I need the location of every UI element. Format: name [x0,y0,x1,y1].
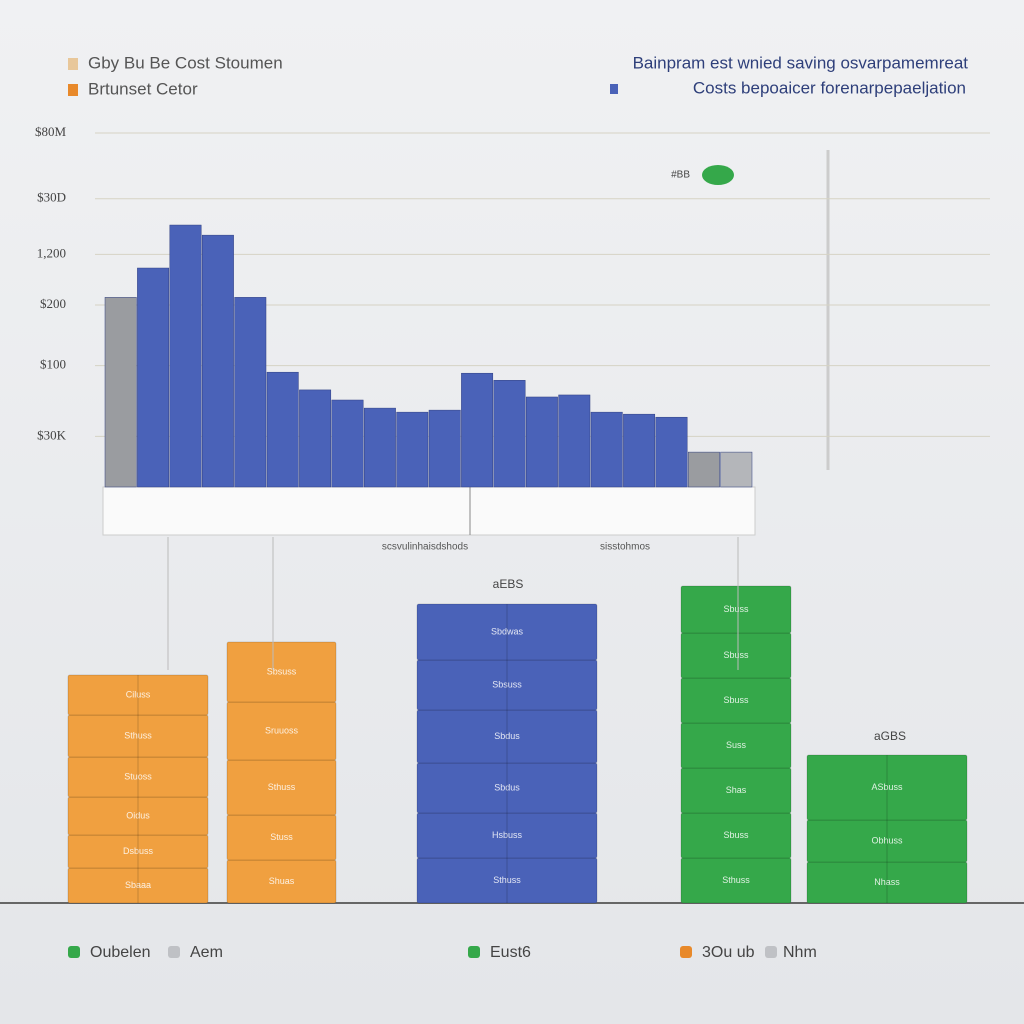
legend-swatch [468,946,480,958]
y-tick-label: $80M [35,124,67,139]
block-label: Sthuss [124,730,152,740]
bar [201,234,234,488]
legend-label: Gby Bu Be Cost Stoumen [88,53,283,72]
block-label: Sbdus [494,782,520,792]
bar [461,372,494,488]
bar [655,416,688,488]
block-label: Nhass [874,877,900,887]
block-label: Sbuss [723,695,749,705]
legend-swatch [68,58,78,70]
block-label: ASbuss [871,782,903,792]
block-label: Shuas [269,876,295,886]
y-tick-label: $30D [37,190,66,205]
bar [396,411,429,488]
bar [137,267,170,488]
subtitle: Bainpram est wnied saving osvarpamemreat [633,53,969,72]
y-tick-label: $200 [40,296,66,311]
legend-swatch [68,84,78,96]
marker-label: #BB [671,170,690,181]
legend-swatch [610,84,618,94]
block-label: Sbsuss [492,679,522,689]
bar [493,380,526,488]
block-label: Sbdus [494,731,520,741]
bar [590,411,623,488]
bar [687,451,720,488]
x-axis-label: sisstohmos [600,542,650,553]
block-label: Sthuss [268,782,296,792]
block-label: Sbdwas [491,626,524,636]
block-label: Sruuoss [265,725,299,735]
bar [169,224,202,488]
top-label: aGBS [874,729,906,743]
block-label: Sbsuss [267,666,297,676]
block [67,674,209,716]
block-label: Obhuss [871,835,903,845]
legend-label: Aem [190,944,223,961]
marker [702,165,734,185]
y-tick-label: 1,200 [37,245,66,260]
block-label: Sbaaa [125,880,151,890]
legend-label: Oubelen [90,944,151,961]
legend-label: Nhm [783,944,817,961]
block-label: Sthuss [722,875,750,885]
y-tick-label: $30K [37,427,67,442]
annotation: Costs bepoaicer forenarpepaeljation [693,78,966,97]
bar [720,451,753,488]
bar [331,399,364,488]
bar [266,371,299,488]
bar [623,413,656,488]
legend-swatch [168,946,180,958]
block-label: Stuoss [124,771,152,781]
bar [234,297,267,488]
legend-swatch [68,946,80,958]
block [416,603,598,661]
bar [299,389,332,488]
block-label: Stuss [270,832,293,842]
legend-swatch [765,946,777,958]
bar [363,407,396,488]
legend-label: Eust6 [490,944,531,961]
block-label: Sbuss [723,650,749,660]
bar [428,409,461,488]
block-label: Ciluss [126,689,151,699]
block-label: Suss [726,740,747,750]
block [680,585,792,634]
block-label: Sbuss [723,604,749,614]
block-label: Hsbuss [492,830,523,840]
bar [104,297,137,488]
legend-label: 3Ou ub [702,944,755,961]
x-axis-label: scsvulinhaisdshods [382,542,468,553]
block-label: Shas [726,785,747,795]
block-label: Sbuss [723,830,749,840]
block-label: Sthuss [493,875,521,885]
block-label: Dsbuss [123,846,154,856]
block [226,641,337,703]
y-tick-label: $100 [40,357,66,372]
bar [525,396,558,488]
bar [558,394,591,488]
legend-label: Brtunset Cetor [88,79,198,98]
block-label: Oidus [126,810,150,820]
top-label: aEBS [493,577,524,591]
x-axis-panel [102,486,756,536]
block [806,754,968,821]
legend-swatch [680,946,692,958]
